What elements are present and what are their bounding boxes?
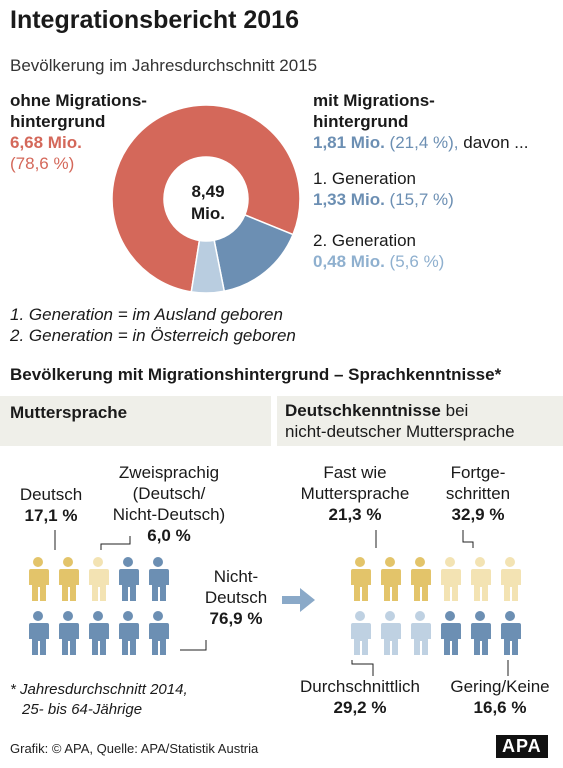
person-icon: [89, 557, 109, 601]
label-zweisprachig-value: 6,0 %: [147, 526, 191, 545]
donut-slice-without: [111, 104, 301, 293]
label-durchschnittlich-title: Durchschnittlich: [300, 677, 420, 696]
definition-gen2: 2. Generation = in Österreich geboren: [10, 326, 296, 345]
label-nicht-deutsch-value: 76,9 %: [209, 609, 263, 628]
person-icon: [59, 611, 79, 655]
label-gering-value: 16,6 %: [473, 698, 527, 717]
generation-definitions: 1. Generation = im Ausland geboren 2. Ge…: [10, 304, 296, 346]
definition-gen1: 1. Generation = im Ausland geboren: [10, 305, 283, 324]
box-mother-tongue-label: Muttersprache: [10, 403, 128, 422]
label-gen1-title: 1. Generation: [313, 169, 417, 188]
label-nicht-deutsch-line1: Nicht-: [213, 567, 259, 586]
donut-slice-gen2: [190, 239, 226, 294]
label-gering: Gering/Keine 16,6 %: [442, 676, 558, 718]
person-icon: [381, 611, 401, 655]
footnote-line1: * Jahresdurchschnitt 2014,: [10, 681, 188, 698]
label-gen1-pct: (15,7 %): [389, 190, 454, 209]
pictogram-people: [29, 557, 521, 655]
donut-chart: [111, 104, 301, 294]
donut-center-label: 8,49 Mio.: [180, 181, 236, 225]
label-gen2-value: 0,48 Mio.: [313, 252, 385, 271]
label-deutsch-title: Deutsch: [19, 485, 83, 504]
page-subtitle: Bevölkerung im Jahresdurchschnitt 2015: [10, 56, 318, 75]
label-without-heading-2: hintergrund: [10, 112, 106, 131]
label-with-suffix: davon ...: [458, 133, 529, 152]
donut-center-value: 8,49: [191, 182, 225, 201]
person-icon: [59, 557, 79, 601]
person-icon: [89, 611, 109, 655]
label-without-pct: (78,6 %): [10, 154, 75, 173]
label-fast-line1: Fast wie: [323, 463, 387, 482]
label-fortgeschritten-line1: Fortge-: [450, 463, 506, 482]
page-title: Integrationsbericht 2016: [10, 6, 299, 34]
person-icon: [411, 611, 431, 655]
source-credit: Grafik: © APA, Quelle: APA/Statistik Aus…: [10, 741, 259, 756]
footnote: * Jahresdurchschnitt 2014, 25- bis 64-Jä…: [10, 680, 188, 720]
person-icon: [119, 611, 139, 655]
footnote-line2: 25- bis 64-Jährige: [22, 701, 143, 718]
label-with-pct: (21,4 %),: [389, 133, 459, 152]
label-nicht-deutsch-line2: Deutsch: [204, 588, 268, 607]
person-icon: [411, 557, 431, 601]
person-icon: [441, 557, 461, 601]
label-zweisprachig-line3: Nicht-Deutsch): [112, 505, 226, 524]
label-gen1-value: 1,33 Mio.: [313, 190, 385, 209]
label-deutsch-value: 17,1 %: [24, 506, 78, 525]
label-gen2: 2. Generation 0,48 Mio. (5,6 %): [313, 230, 444, 272]
box-german-skills-line2: nicht-deutscher Muttersprache: [285, 422, 515, 441]
person-icon: [29, 611, 49, 655]
label-without-migration: ohne Migrations- hintergrund 6,68 Mio. (…: [10, 90, 147, 174]
leader-line: [351, 660, 374, 676]
person-icon: [119, 557, 139, 601]
box-german-skills-rest: bei: [440, 401, 469, 420]
leader-line: [462, 530, 474, 548]
section-title: Bevölkerung mit Migrationshintergrund – …: [10, 365, 502, 384]
label-gen1: 1. Generation 1,33 Mio. (15,7 %): [313, 168, 454, 210]
label-fortgeschritten-line2: schritten: [445, 484, 511, 503]
label-zweisprachig-line2: (Deutsch/: [132, 484, 206, 503]
label-without-heading-1: ohne Migrations-: [10, 91, 147, 110]
donut-center-unit: Mio.: [191, 204, 225, 223]
leader-lines: [54, 530, 509, 676]
box-german-skills-bold: Deutschkenntnisse: [285, 401, 441, 420]
label-fast-line2: Muttersprache: [300, 484, 410, 503]
label-gering-title: Gering/Keine: [450, 677, 550, 696]
person-icon: [149, 557, 169, 601]
label-fortgeschritten-value: 32,9 %: [451, 505, 505, 524]
label-with-migration: mit Migrations- hintergrund 1,81 Mio. (2…: [313, 90, 528, 153]
person-icon: [351, 557, 371, 601]
person-icon: [381, 557, 401, 601]
label-zweisprachig: Zweisprachig (Deutsch/ Nicht-Deutsch) 6,…: [96, 462, 242, 546]
label-fast-value: 21,3 %: [328, 505, 382, 524]
person-icon: [29, 557, 49, 601]
apa-logo: APA: [496, 735, 548, 758]
label-with-heading-2: hintergrund: [313, 112, 409, 131]
label-durchschnittlich-value: 29,2 %: [333, 698, 387, 717]
label-gen2-pct: (5,6 %): [389, 252, 445, 271]
label-gen2-title: 2. Generation: [313, 231, 417, 250]
box-german-skills: Deutschkenntnisse bei nicht-deutscher Mu…: [277, 396, 563, 446]
person-icon: [441, 611, 461, 655]
person-icon: [471, 557, 491, 601]
label-with-heading-1: mit Migrations-: [313, 91, 435, 110]
person-icon: [501, 611, 521, 655]
label-with-value: 1,81 Mio.: [313, 133, 385, 152]
person-icon: [351, 611, 371, 655]
label-nicht-deutsch: Nicht- Deutsch 76,9 %: [196, 566, 276, 629]
label-fortgeschritten: Fortge- schritten 32,9 %: [428, 462, 528, 525]
person-icon: [149, 611, 169, 655]
label-without-value: 6,68 Mio.: [10, 133, 82, 152]
leader-line: [100, 536, 131, 550]
person-icon: [501, 557, 521, 601]
arrow-icon: [282, 588, 315, 612]
box-mother-tongue: Muttersprache: [0, 396, 271, 446]
label-fast: Fast wie Muttersprache 21,3 %: [290, 462, 420, 525]
label-durchschnittlich: Durchschnittlich 29,2 %: [286, 676, 434, 718]
label-deutsch: Deutsch 17,1 %: [6, 484, 96, 526]
person-icon: [471, 611, 491, 655]
leader-line: [180, 640, 207, 651]
label-zweisprachig-line1: Zweisprachig: [118, 463, 220, 482]
